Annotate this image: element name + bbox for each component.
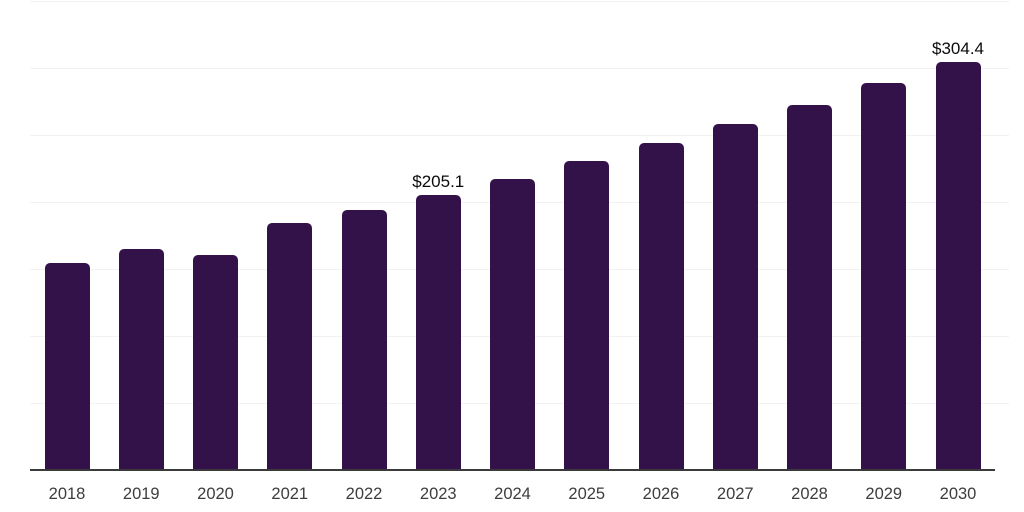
x-axis-labels: 2018 2019 2020 2021 2022 2023 2024 2025 2026 2027… <box>30 485 1009 507</box>
bar-2027 <box>712 124 758 470</box>
bar-2019 <box>118 249 164 470</box>
bar-2023 <box>415 195 461 470</box>
plot-area: $205.1 $304.4 <box>30 1 1009 470</box>
x-tick-2023: 2023 <box>419 485 457 503</box>
bar-2026 <box>638 143 684 470</box>
x-tick-2022: 2022 <box>345 485 383 503</box>
gridline-300 <box>30 68 1009 69</box>
bar-2021 <box>267 223 313 470</box>
x-tick-2018: 2018 <box>48 485 86 503</box>
x-tick-2025: 2025 <box>568 485 606 503</box>
value-label-2030: $304.4 <box>932 39 984 58</box>
bar-2018 <box>44 263 90 470</box>
bar-2028 <box>787 105 832 470</box>
bar-2025 <box>564 161 610 470</box>
x-tick-2026: 2026 <box>642 485 680 503</box>
x-tick-2020: 2020 <box>197 485 234 503</box>
bar-2020 <box>193 255 238 470</box>
gridline-250 <box>30 135 1009 136</box>
x-tick-2029: 2029 <box>865 485 903 503</box>
bar-2022 <box>341 210 387 470</box>
x-tick-2021: 2021 <box>271 485 309 503</box>
x-axis-line <box>30 469 995 471</box>
value-label-2023: $205.1 <box>412 172 465 191</box>
x-tick-2028: 2028 <box>791 485 828 503</box>
bar-2030 <box>935 62 981 470</box>
x-tick-2024: 2024 <box>494 485 531 503</box>
bar-2029 <box>861 83 907 470</box>
x-tick-2030: 2030 <box>939 485 977 503</box>
bar-2024 <box>490 179 535 470</box>
x-tick-2027: 2027 <box>716 485 754 503</box>
gridline-350 <box>30 1 1009 2</box>
x-tick-2019: 2019 <box>122 485 160 503</box>
